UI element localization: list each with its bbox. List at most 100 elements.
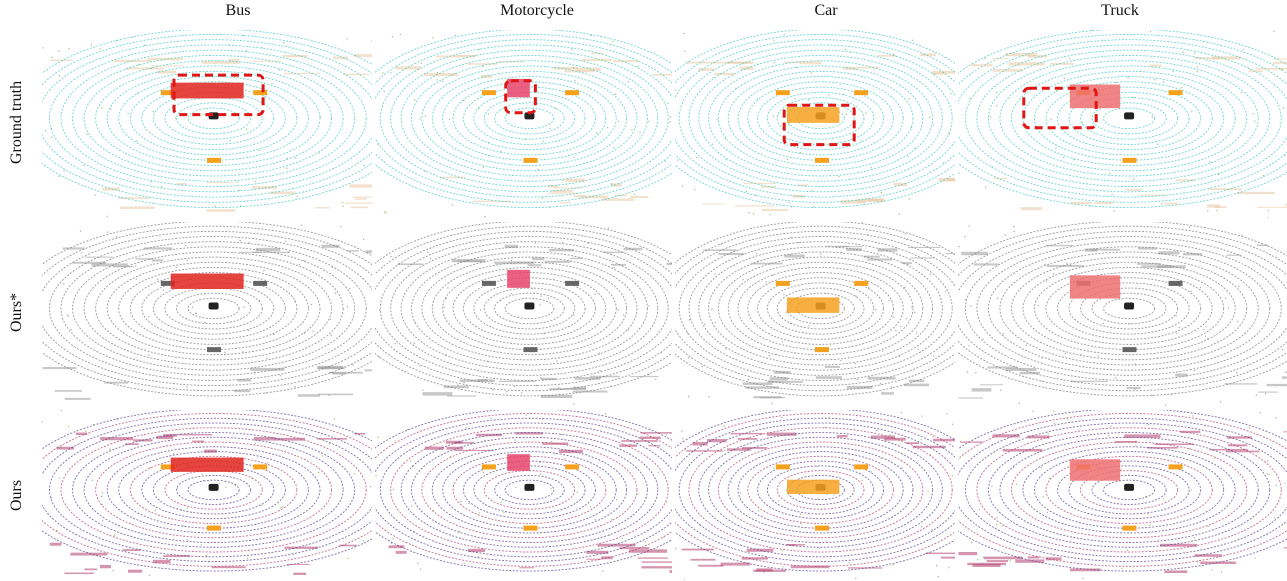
building-points (790, 565, 830, 569)
building-points (249, 367, 285, 371)
vegetation-points (647, 120, 650, 123)
car-points (207, 157, 221, 163)
vegetation-points (176, 487, 179, 489)
scan-ring (49, 44, 372, 193)
scan-ring (675, 222, 955, 397)
car-points (775, 90, 790, 96)
vegetation-points (283, 41, 285, 44)
vegetation-points (1170, 394, 1172, 396)
vegetation-points (342, 205, 344, 208)
vegetation-points (422, 389, 424, 391)
building-points (558, 449, 583, 454)
vegetation-points (991, 165, 993, 168)
vegetation-points (838, 175, 840, 178)
building-points (451, 259, 486, 263)
vegetation-points (99, 48, 101, 50)
vegetation-points (185, 244, 187, 247)
scan-ring (987, 55, 1271, 182)
vegetation-points (657, 550, 660, 553)
vegetation-points (506, 391, 508, 393)
vegetation-points (101, 492, 104, 494)
vegetation-points (937, 576, 939, 578)
point-cloud (42, 222, 372, 400)
car-points (523, 157, 538, 163)
vegetation-points (63, 283, 65, 285)
building-points (397, 263, 424, 266)
vegetation-points (1111, 193, 1113, 196)
vegetation-points (1199, 286, 1202, 289)
vegetation-points (900, 325, 902, 328)
car-points (854, 464, 869, 470)
vegetation-points (224, 351, 226, 354)
vegetation-points (1163, 81, 1165, 83)
vegetation-points (677, 159, 679, 161)
building-points (424, 73, 459, 77)
scan-ring (494, 102, 565, 135)
vegetation-points (113, 534, 116, 536)
vegetation-points (1089, 205, 1092, 207)
building-points (1257, 206, 1287, 208)
building-points (559, 202, 571, 204)
scan-ring (958, 39, 1287, 198)
point-cloud (375, 410, 672, 574)
building-points (866, 258, 893, 261)
building-points (365, 250, 372, 254)
building-points (737, 438, 758, 440)
building-points (176, 182, 188, 186)
building-points (1283, 547, 1287, 549)
scan-ring (1103, 479, 1156, 501)
point-cloud (675, 222, 955, 405)
building-points (128, 569, 143, 573)
building-points (784, 61, 801, 64)
building-points (178, 434, 213, 436)
vegetation-points (550, 440, 553, 443)
vegetation-points (448, 118, 451, 121)
scan-ring (717, 256, 924, 361)
vegetation-points (602, 570, 604, 573)
row-label-ours-star: Ours* (8, 292, 25, 333)
vegetation-points (420, 62, 423, 64)
vegetation-points (500, 150, 502, 152)
vegetation-points (101, 107, 103, 109)
scan-ring (411, 60, 648, 177)
scan-ring (375, 30, 672, 209)
building-points (586, 550, 609, 554)
scan-ring (473, 91, 586, 145)
building-points (1137, 247, 1157, 250)
building-points (1183, 253, 1203, 256)
vegetation-points (909, 476, 911, 478)
building-points (468, 548, 486, 553)
vegetation-points (681, 185, 684, 187)
scan-ring (1034, 76, 1225, 161)
vegetation-points (394, 343, 397, 345)
vegetation-points (711, 143, 714, 145)
scan-ring (1057, 277, 1202, 340)
building-points (958, 551, 978, 556)
building-points (459, 379, 495, 382)
building-points (255, 247, 281, 252)
vegetation-points (870, 471, 872, 473)
building-points (701, 203, 726, 205)
vegetation-points (714, 273, 716, 275)
vegetation-points (329, 318, 332, 321)
vegetation-points (637, 492, 639, 495)
vegetation-points (534, 242, 536, 244)
vegetation-points (599, 369, 601, 372)
vegetation-points (1248, 427, 1251, 429)
scan-ring (1022, 70, 1236, 166)
vegetation-points (574, 79, 576, 82)
scan-ring (141, 86, 286, 151)
building-points (745, 386, 780, 389)
vegetation-points (613, 266, 615, 269)
vegetation-points (383, 211, 386, 213)
building-points (987, 366, 1018, 369)
vegetation-points (1012, 225, 1015, 228)
vegetation-points (1194, 52, 1196, 54)
vegetation-points (875, 308, 877, 311)
scan-ring (106, 70, 321, 166)
building-points (1090, 248, 1121, 251)
scan-ring (1034, 266, 1225, 350)
scan-ring (431, 446, 628, 534)
vegetation-points (880, 457, 882, 460)
vegetation-points (785, 311, 787, 313)
